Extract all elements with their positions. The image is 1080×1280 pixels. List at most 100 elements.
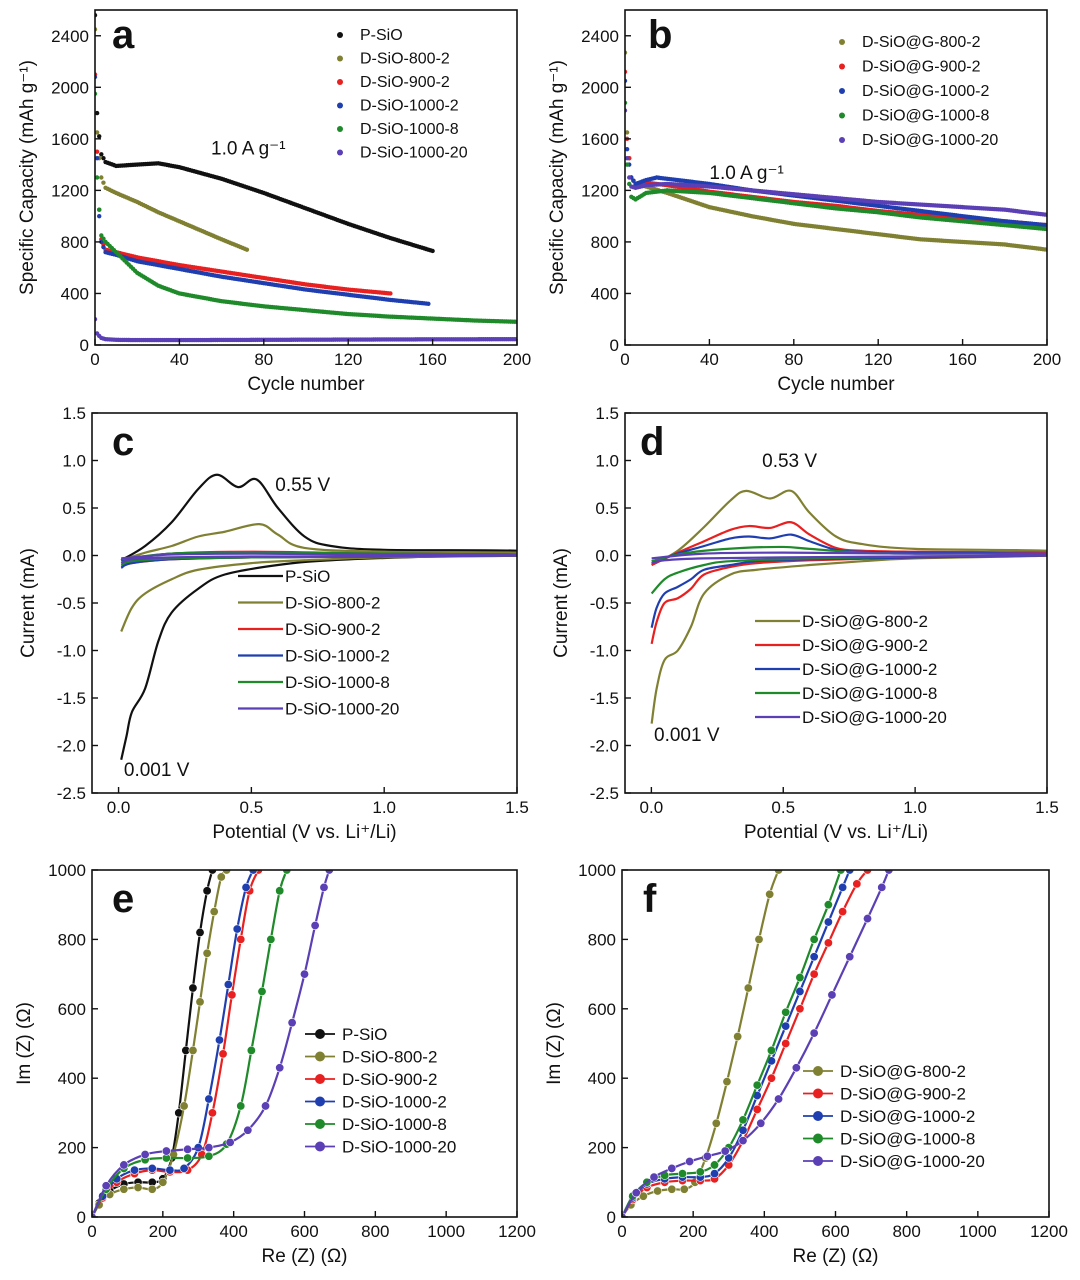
series-f-5-marker bbox=[738, 1136, 748, 1146]
xlabel-d: Potential (V vs. Li⁺/Li) bbox=[744, 822, 928, 843]
series-e-5-marker bbox=[266, 934, 276, 944]
series-d-1-line bbox=[650, 489, 1047, 724]
ylabel-c: Current (mA) bbox=[18, 548, 39, 658]
series-f-4-marker bbox=[823, 900, 833, 910]
annotation-b-1: 1.0 A g⁻¹ bbox=[709, 163, 783, 184]
series-a-2-point bbox=[95, 130, 100, 135]
legend-item-b-5: D-SiO@G-1000-20 bbox=[839, 132, 998, 149]
series-e-6-marker bbox=[261, 1101, 271, 1111]
series-d-3-line bbox=[650, 533, 1047, 628]
xtick-label-b: 120 bbox=[864, 350, 892, 369]
series-d-3 bbox=[650, 533, 1047, 628]
series-f-4-marker bbox=[752, 1080, 762, 1090]
ytick-label-b: 1600 bbox=[581, 130, 619, 149]
series-e-2-marker bbox=[222, 870, 232, 875]
series-f-5-marker bbox=[827, 990, 837, 1000]
series-f-1-marker bbox=[774, 870, 784, 875]
series-f-1-marker bbox=[653, 1186, 663, 1196]
legend-label: D-SiO-900-2 bbox=[285, 620, 380, 639]
ylabel-b: Specific Capacity (mAh g⁻¹) bbox=[547, 60, 568, 295]
xtick-label-a: 0 bbox=[90, 350, 99, 369]
series-c-2 bbox=[120, 523, 517, 632]
series-f-5-marker bbox=[884, 870, 894, 875]
series-c-1-line bbox=[120, 473, 517, 760]
legend-item-e-1: P-SiO bbox=[305, 1025, 387, 1044]
plot-area-d bbox=[650, 489, 1047, 724]
legend-item-a-6: D-SiO-1000-20 bbox=[337, 145, 468, 162]
series-f-5-marker bbox=[845, 952, 855, 962]
series-f-3-marker bbox=[809, 952, 819, 962]
legend-e: P-SiO D-SiO-800-2 D-SiO-900-2 D-SiO-1000-2 D… bbox=[305, 1025, 456, 1157]
series-f-2-marker bbox=[752, 1104, 762, 1114]
xlabel-f: Re (Z) (Ω) bbox=[793, 1246, 879, 1267]
ytick-label-b: 1200 bbox=[581, 181, 619, 200]
series-b-5 bbox=[625, 108, 1047, 218]
series-f-3-marker bbox=[845, 870, 855, 875]
series-f-5-marker bbox=[756, 1118, 766, 1128]
series-e-6-marker bbox=[310, 921, 320, 931]
series-d-1 bbox=[650, 489, 1047, 724]
legend-label: D-SiO@G-1000-2 bbox=[862, 83, 989, 100]
xtick-label-b: 200 bbox=[1033, 350, 1061, 369]
series-f-1-marker bbox=[743, 983, 753, 993]
series-a-3-point bbox=[95, 149, 100, 154]
series-e-6-marker bbox=[101, 1181, 111, 1191]
ytick-label-b: 2400 bbox=[581, 27, 619, 46]
series-e-2-marker bbox=[209, 907, 219, 917]
legend-item-d-5: D-SiO@G-1000-20 bbox=[755, 708, 947, 727]
series-c-6-line bbox=[120, 552, 517, 565]
ytick-label-c: 0.5 bbox=[62, 499, 86, 518]
legend-marker bbox=[813, 1156, 823, 1166]
legend-label: D-SiO-900-2 bbox=[342, 1070, 437, 1089]
ytick-label-d: -1.5 bbox=[590, 689, 619, 708]
legend-label: D-SiO-900-2 bbox=[360, 74, 450, 91]
series-e-4-marker bbox=[179, 1163, 189, 1173]
series-e-6-marker bbox=[319, 882, 329, 892]
ytick-label-e: 400 bbox=[58, 1069, 86, 1088]
legend-item-e-3: D-SiO-900-2 bbox=[305, 1070, 437, 1089]
annotation-c-2: 0.001 V bbox=[124, 760, 190, 781]
series-c-1 bbox=[120, 473, 517, 760]
xtick-label-f: 0 bbox=[617, 1222, 626, 1241]
series-f-5-marker bbox=[720, 1146, 730, 1156]
xtick-label-c: 0.5 bbox=[240, 798, 264, 817]
series-a-5-point bbox=[99, 233, 104, 238]
series-f-2-marker bbox=[823, 938, 833, 948]
series-e-5-marker bbox=[236, 1101, 246, 1111]
plot-area-a bbox=[95, 12, 517, 343]
series-e-1-marker bbox=[202, 886, 212, 896]
legend-marker bbox=[839, 63, 845, 70]
legend-d: D-SiO@G-800-2 D-SiO@G-900-2 D-SiO@G-1000-2… bbox=[755, 612, 947, 727]
legend-marker bbox=[839, 39, 845, 45]
series-a-1-point bbox=[97, 134, 102, 139]
legend-label: D-SiO-800-2 bbox=[360, 51, 450, 68]
legend-item-f-4: D-SiO@G-1000-8 bbox=[803, 1130, 975, 1149]
series-a-2-point bbox=[101, 180, 106, 185]
legend-label: D-SiO-800-2 bbox=[285, 594, 380, 613]
legend-item-a-5: D-SiO-1000-8 bbox=[337, 121, 459, 138]
legend-label: D-SiO@G-800-2 bbox=[802, 612, 928, 631]
xtick-label-f: 200 bbox=[679, 1222, 707, 1241]
ytick-label-f: 200 bbox=[588, 1139, 616, 1158]
axes-frame-a bbox=[94, 9, 518, 346]
series-e-2 bbox=[92, 870, 232, 1217]
series-f-1-marker bbox=[638, 1191, 648, 1201]
chart-b: 0 40 80 120 160 20004008001200160020002400Cyc… bbox=[547, 9, 1061, 395]
series-f-4-marker bbox=[738, 1115, 748, 1125]
series-f-5-marker bbox=[809, 1028, 819, 1038]
xtick-label-e: 200 bbox=[149, 1222, 177, 1241]
legend-marker bbox=[315, 1029, 325, 1039]
series-e-6 bbox=[92, 870, 334, 1217]
series-e-5-marker bbox=[282, 870, 292, 875]
xlabel-e: Re (Z) (Ω) bbox=[262, 1246, 348, 1267]
legend-label: D-SiO@G-1000-20 bbox=[802, 708, 947, 727]
xtick-label-a: 40 bbox=[170, 350, 189, 369]
series-a-6 bbox=[95, 317, 517, 343]
series-e-5-marker bbox=[257, 986, 267, 996]
legend-item-c-6: D-SiO-1000-20 bbox=[238, 700, 399, 719]
series-f-3-marker bbox=[710, 1169, 720, 1179]
xtick-label-e: 1000 bbox=[427, 1222, 465, 1241]
series-a-1-point bbox=[101, 155, 106, 161]
legend-label: D-SiO@G-1000-20 bbox=[862, 132, 998, 149]
